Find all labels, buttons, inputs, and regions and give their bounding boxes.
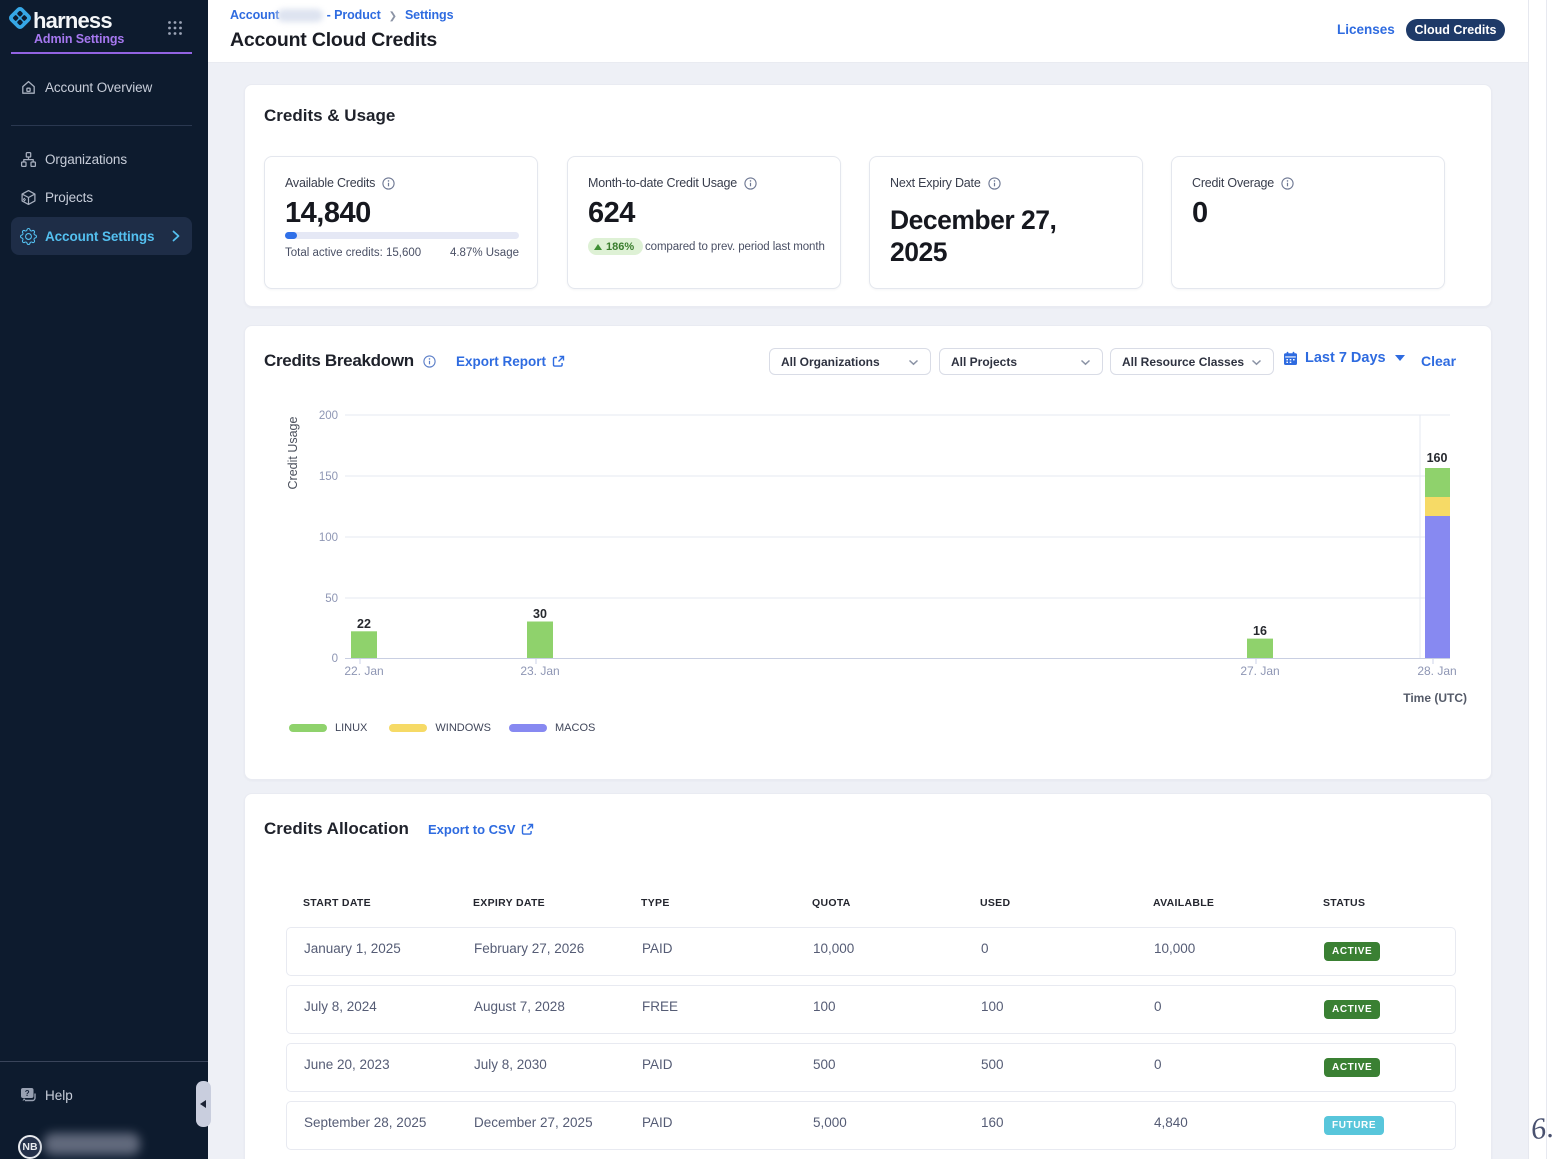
svg-text:160: 160 — [1427, 451, 1448, 465]
svg-text:150: 150 — [319, 471, 338, 483]
svg-text:22. Jan: 22. Jan — [344, 664, 383, 678]
svg-text:0: 0 — [332, 653, 338, 665]
svg-text:28. Jan: 28. Jan — [1417, 664, 1456, 678]
svg-text:200: 200 — [319, 410, 338, 422]
svg-text:Time (UTC): Time (UTC) — [1403, 691, 1467, 705]
svg-text:?: ? — [25, 1089, 30, 1098]
svg-text:30: 30 — [533, 607, 547, 621]
svg-text:50: 50 — [325, 593, 338, 605]
svg-text:22: 22 — [357, 617, 371, 631]
svg-text:16: 16 — [1253, 624, 1267, 638]
svg-text:23. Jan: 23. Jan — [520, 664, 559, 678]
svg-text:Credit Usage: Credit Usage — [286, 416, 300, 489]
svg-text:100: 100 — [319, 532, 338, 544]
svg-text:27. Jan: 27. Jan — [1240, 664, 1279, 678]
